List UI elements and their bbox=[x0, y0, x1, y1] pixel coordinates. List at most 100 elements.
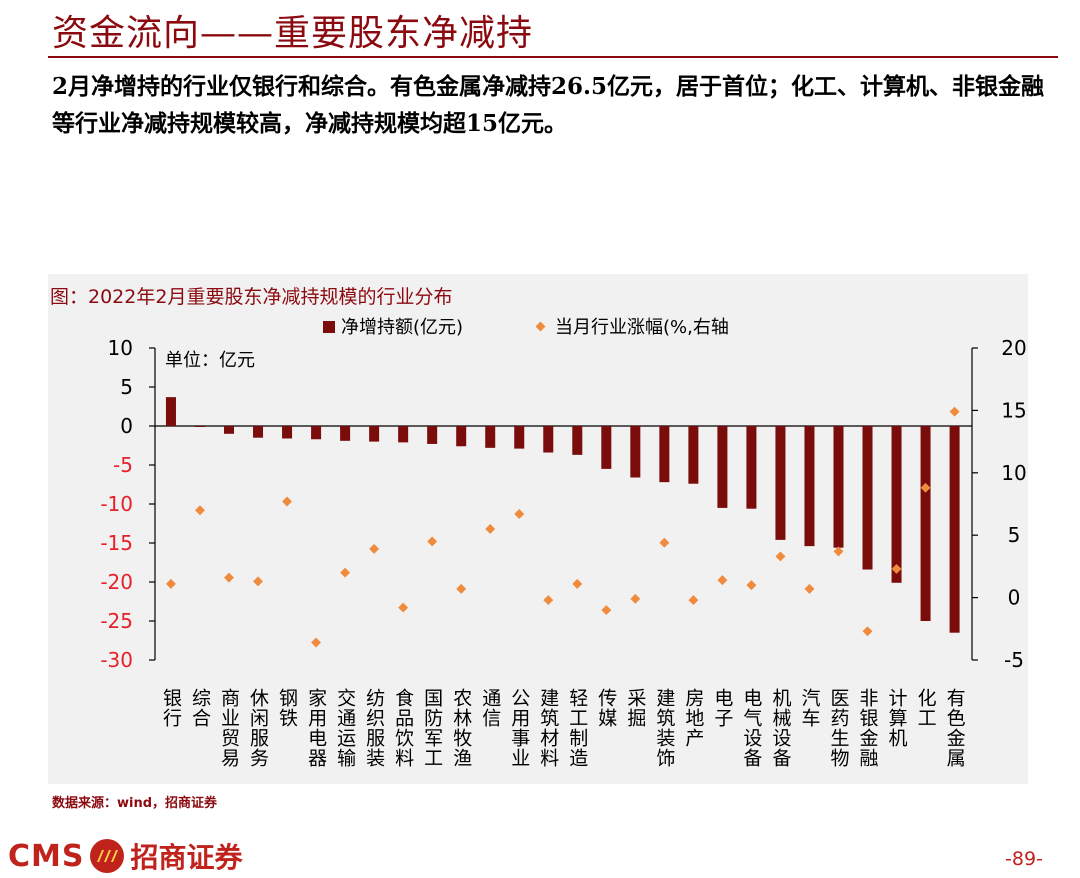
unit-label: 单位：亿元 bbox=[165, 350, 255, 371]
bar-房地产 bbox=[688, 426, 699, 484]
bar-医药生物 bbox=[833, 426, 844, 548]
left-axis-tick-label: 0 bbox=[120, 414, 133, 438]
x-tick-label: 电子 bbox=[711, 688, 733, 728]
marker-休闲服务 bbox=[253, 576, 263, 587]
left-axis-tick-label: 5 bbox=[120, 375, 133, 399]
right-axis-tick-label: 10 bbox=[1001, 461, 1026, 485]
bar-汽车 bbox=[804, 426, 815, 547]
right-axis-tick-label: 5 bbox=[1008, 523, 1021, 547]
x-tick-label: 交通运输 bbox=[334, 688, 356, 768]
marker-采掘 bbox=[630, 593, 641, 604]
legend-marker-swatch bbox=[535, 321, 546, 332]
bar-建筑装饰 bbox=[659, 426, 670, 483]
marker-综合 bbox=[195, 505, 205, 516]
legend-marker-label: 当月行业涨幅(%,右轴 bbox=[555, 317, 729, 338]
x-tick-label: 计算机 bbox=[886, 688, 908, 748]
marker-商业贸易 bbox=[224, 572, 234, 583]
x-tick-label: 轻工制造 bbox=[566, 688, 588, 768]
x-tick-label: 商业贸易 bbox=[218, 688, 240, 768]
chart-title: 图：2022年2月重要股东净减持规模的行业分布 bbox=[50, 286, 453, 308]
bar-采掘 bbox=[630, 426, 641, 478]
x-tick-label: 建筑装饰 bbox=[653, 688, 675, 768]
marker-纺织服装 bbox=[369, 543, 380, 554]
x-tick-label: 休闲服务 bbox=[247, 688, 269, 768]
x-tick-label: 银行 bbox=[160, 688, 182, 728]
marker-房地产 bbox=[688, 595, 699, 606]
x-tick-label: 电气设备 bbox=[740, 688, 762, 768]
bar-电气设备 bbox=[746, 426, 757, 509]
marker-化工 bbox=[920, 482, 931, 493]
left-axis-tick-label: -10 bbox=[100, 492, 133, 516]
bar-化工 bbox=[920, 426, 931, 621]
legend-bar-label: 净增持额(亿元) bbox=[341, 317, 463, 338]
bar-计算机 bbox=[891, 426, 902, 583]
marker-食品饮料 bbox=[398, 602, 409, 613]
x-tick-label: 有色金属 bbox=[944, 688, 966, 768]
marker-有色金属 bbox=[949, 406, 960, 417]
page-title: 资金流向——重要股东净减持 bbox=[52, 13, 534, 54]
marker-series bbox=[166, 406, 960, 648]
logo-company-name: 招商证券 bbox=[130, 841, 243, 874]
bar-钢铁 bbox=[282, 426, 293, 439]
marker-农林牧渔 bbox=[456, 583, 467, 594]
right-axis-tick-label: 0 bbox=[1008, 586, 1021, 610]
company-logo: CMS 招商证券 bbox=[8, 836, 243, 876]
marker-交通运输 bbox=[340, 567, 351, 578]
logo-emblem-icon bbox=[90, 839, 125, 873]
bar-家用电器 bbox=[311, 426, 322, 440]
x-tick-label: 房地产 bbox=[682, 688, 704, 748]
marker-通信 bbox=[485, 524, 496, 534]
bar-非银金融 bbox=[862, 426, 873, 570]
bar-通信 bbox=[485, 426, 496, 448]
bar-建筑材料 bbox=[543, 426, 554, 453]
marker-公用事业 bbox=[514, 509, 525, 519]
marker-传媒 bbox=[601, 605, 612, 616]
marker-医药生物 bbox=[833, 546, 844, 557]
bar-公用事业 bbox=[514, 426, 525, 449]
axes: 10 5 0 -5 -10 -15 -20 -25 -30 20 15 10 5 0 -5 bbox=[100, 336, 1026, 672]
x-tick-label: 食品饮料 bbox=[392, 688, 414, 768]
x-tick-label: 非银金融 bbox=[857, 688, 879, 768]
x-tick-label: 农林牧渔 bbox=[450, 688, 472, 768]
x-tick-label: 综合 bbox=[189, 688, 211, 728]
right-axis-tick-label: 15 bbox=[1001, 398, 1026, 422]
right-axis-tick-label: -5 bbox=[1004, 648, 1024, 672]
right-axis-tick-label: 20 bbox=[1001, 336, 1026, 360]
bar-轻工制造 bbox=[572, 426, 583, 455]
bar-商业贸易 bbox=[224, 426, 235, 434]
x-tick-label: 机械设备 bbox=[769, 688, 791, 768]
x-tick-label: 家用电器 bbox=[305, 688, 327, 768]
marker-轻工制造 bbox=[572, 578, 583, 589]
left-axis-tick-label: -30 bbox=[100, 648, 133, 672]
source-note: 数据来源：wind，招商证券 bbox=[52, 796, 218, 811]
x-tick-label: 汽车 bbox=[798, 688, 820, 728]
bar-国防军工 bbox=[427, 426, 438, 444]
bar-纺织服装 bbox=[369, 426, 380, 442]
marker-银行 bbox=[166, 578, 176, 589]
bar-电子 bbox=[717, 426, 728, 508]
x-tick-label: 纺织服装 bbox=[363, 688, 385, 768]
x-tick-label: 通信 bbox=[479, 688, 501, 728]
left-axis-tick-label: -5 bbox=[113, 453, 133, 477]
bar-农林牧渔 bbox=[456, 426, 467, 447]
marker-建筑装饰 bbox=[659, 537, 670, 548]
x-tick-label: 医药生物 bbox=[827, 688, 849, 768]
left-axis-tick-label: -20 bbox=[100, 570, 133, 594]
page-number: -89- bbox=[1005, 848, 1043, 870]
bar-综合 bbox=[194, 426, 205, 427]
left-axis-tick-label: -15 bbox=[100, 531, 133, 555]
bar-有色金属 bbox=[949, 426, 960, 633]
marker-电子 bbox=[717, 575, 728, 586]
x-tick-label: 建筑材料 bbox=[537, 688, 559, 768]
title-divider bbox=[48, 56, 1058, 58]
x-axis-labels: 银行 综合 商业贸易 休闲服务 钢铁 家用电器 交通运输 纺织服装 食品饮料 国防军工 农林牧渔 通信… bbox=[160, 688, 966, 768]
bar-交通运输 bbox=[340, 426, 351, 441]
marker-国防军工 bbox=[427, 536, 438, 547]
marker-机械设备 bbox=[775, 551, 786, 562]
bar-休闲服务 bbox=[253, 426, 264, 438]
legend: 净增持额(亿元) 当月行业涨幅(%,右轴 bbox=[323, 317, 729, 338]
bar-银行 bbox=[165, 397, 176, 426]
marker-钢铁 bbox=[282, 496, 293, 507]
bar-食品饮料 bbox=[398, 426, 409, 443]
